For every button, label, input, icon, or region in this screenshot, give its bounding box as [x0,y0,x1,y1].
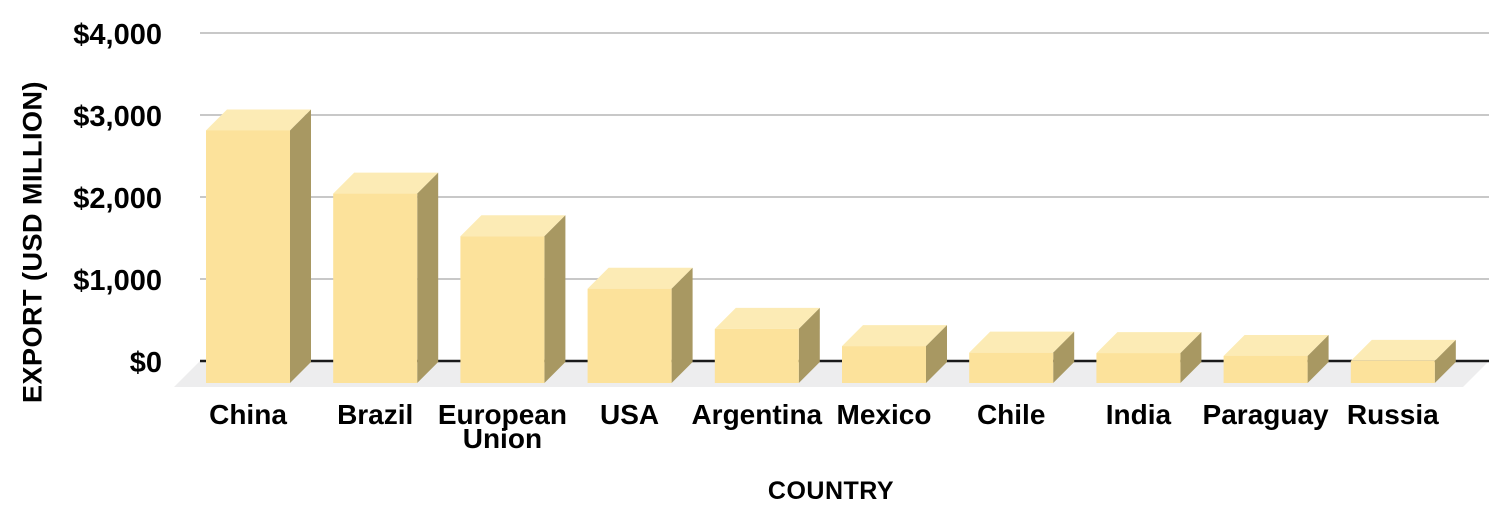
bar-front-face-paraguay [1223,355,1308,383]
bar-side-face [1180,332,1202,383]
bar-side-face [798,307,820,383]
bar-top-face [333,172,439,194]
bar-top-face [842,325,947,347]
x-category-label: Russia [1347,399,1439,430]
bar-front-face-european-union [460,236,545,383]
bar-front-face-usa [587,288,672,383]
bar-side-face [671,267,693,383]
bar-side-face [1434,339,1456,383]
x-category-label: Mexico [837,399,932,430]
x-category-label: Chile [977,399,1045,430]
x-category-label: USA [600,399,659,430]
bar-side-face [1307,334,1329,383]
x-axis-title: COUNTRY [767,477,895,505]
bar-side-face [1053,331,1075,383]
bar-front-face-argentina [714,328,799,383]
y-tick-label: $4,000 [73,19,162,51]
x-category-label: Argentina [691,399,822,430]
bar-side-face [544,215,566,383]
bar-top-face [1223,334,1329,356]
bar-front-face-china [206,130,290,383]
bar-top-face [1096,332,1202,354]
x-category-label: Brazil [337,399,413,430]
y-tick-label: $0 [130,347,162,379]
bar-top-face [969,331,1075,353]
y-tick-label: $2,000 [73,183,162,215]
y-tick-label: $3,000 [73,101,162,133]
x-category-label: China [209,399,287,430]
bar-top-face [587,267,693,289]
bar-front-face-india [1096,353,1181,383]
bar-side-face [290,109,311,383]
y-tick-label: $1,000 [73,265,162,297]
x-category-label: India [1106,399,1172,430]
bar-top-face [206,109,311,131]
bar-front-face-brazil [333,193,418,383]
bar-front-face-mexico [842,346,926,383]
bar-front-face-russia [1350,360,1435,383]
bar-top-face [714,307,820,329]
x-category-label: Paraguay [1203,399,1329,430]
x-category-label: European Union [438,399,567,454]
bar-top-face [1350,339,1456,361]
bar-side-face [926,325,947,383]
bar-front-face-chile [969,352,1054,383]
bar-side-face [417,172,439,383]
bar-top-face [460,215,566,237]
